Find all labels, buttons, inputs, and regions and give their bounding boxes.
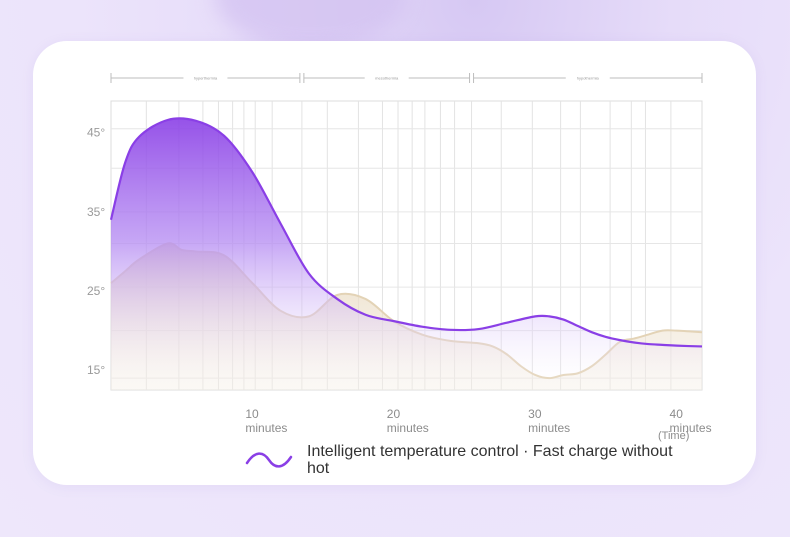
zone-label: hypothermia: [577, 76, 600, 81]
x-tick-unit: minutes: [528, 421, 570, 435]
x-tick-unit: minutes: [245, 421, 287, 435]
temperature-area: [111, 118, 702, 390]
x-tick-unit: minutes: [670, 421, 712, 435]
y-tick-label: 25°: [87, 284, 105, 298]
legend-label: Intelligent temperature control · Fast c…: [307, 443, 673, 477]
chart-card: 45° 35° 25° 15° 10 minutes 20 minutes 30 minutes 4…: [33, 41, 756, 485]
zone-label: mesothermia: [375, 76, 399, 81]
temperature-chart: 45°35°25°15°10minutes20minutes30minutes4…: [87, 73, 712, 442]
y-tick-label: 45°: [87, 126, 105, 140]
chart-legend: Intelligent temperature control · Fast c…: [245, 443, 697, 477]
y-tick-label: 15°: [87, 363, 105, 377]
x-tick-label: 10: [245, 407, 259, 421]
zone-label: hyperthermia: [194, 76, 218, 81]
x-tick-label: 20: [387, 407, 401, 421]
x-tick-unit: minutes: [387, 421, 429, 435]
x-tick-label: 40: [670, 407, 684, 421]
temperature-line: [109, 117, 703, 348]
x-tick-label: 30: [528, 407, 542, 421]
x-axis-label: (Time): [658, 430, 689, 442]
y-tick-label: 35°: [87, 205, 105, 219]
wave-icon: [245, 452, 293, 468]
